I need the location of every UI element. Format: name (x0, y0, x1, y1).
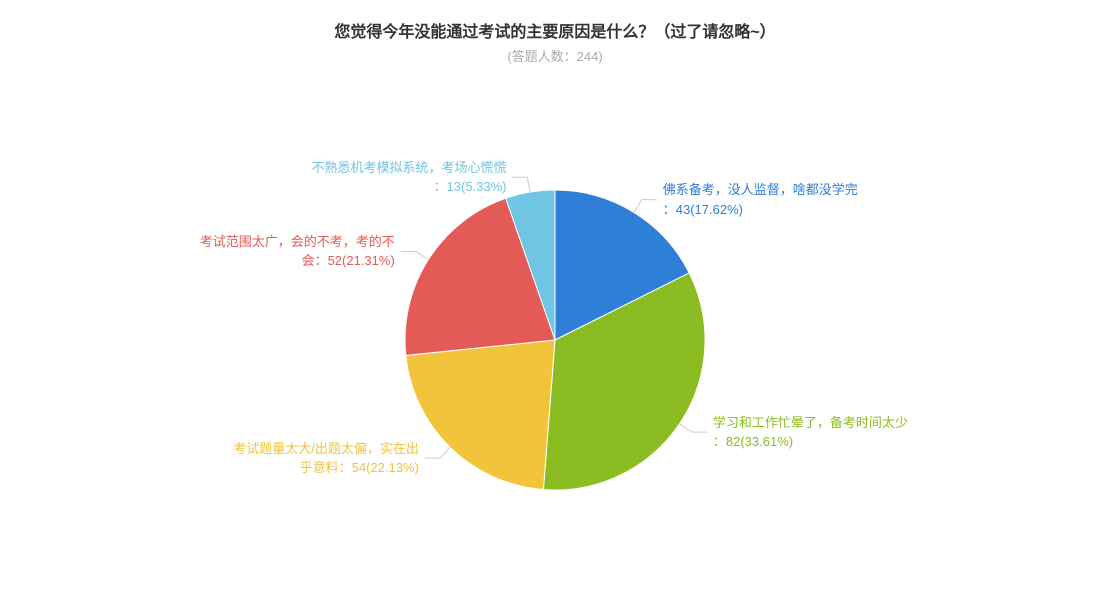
pie-leader-line (679, 424, 706, 432)
pie-slice[interactable] (406, 340, 555, 490)
pie-slice-label-line2: 会：52(21.31%) (200, 251, 395, 271)
chart-subtitle: (答题人数：244) (0, 46, 1110, 65)
pie-leader-line (513, 177, 530, 192)
pie-slice-label-line1: 考试题量太大/出题太偏，实在出 (233, 441, 419, 456)
pie-svg (0, 90, 1110, 590)
chart-title: 您觉得今年没能通过考试的主要原因是什么？（过了请忽略~） (0, 18, 1110, 42)
pie-leader-line (401, 251, 429, 259)
pie-leader-line (634, 200, 657, 213)
pie-slice-label-line1: 不熟悉机考模拟系统，考场心慌慌 (312, 160, 507, 175)
pie-chart: 佛系备考，没人监督，啥都没学完 ：43(17.62%) 学习和工作忙晕了，备考时间太… (0, 90, 1110, 590)
chart-container: 您觉得今年没能通过考试的主要原因是什么？（过了请忽略~） (答题人数：244) … (0, 0, 1110, 600)
pie-leader-line (425, 447, 450, 458)
pie-slice-label: 考试题量太大/出题太偏，实在出乎意料：54(22.13%) (233, 439, 419, 478)
pie-slice-label-line1: 考试范围太广，会的不考，考的不 (200, 234, 395, 249)
pie-slice-label-line2: ：13(5.33%) (312, 177, 507, 197)
pie-slice-label-line2: ：43(17.62%) (663, 200, 858, 220)
pie-slice-label: 不熟悉机考模拟系统，考场心慌慌 ：13(5.33%) (312, 158, 507, 197)
pie-slice-label-line2: ：82(33.61%) (713, 432, 908, 452)
pie-slice-label-line2: 乎意料：54(22.13%) (233, 458, 419, 478)
pie-slice-label: 考试范围太广，会的不考，考的不会：52(21.31%) (200, 232, 395, 271)
pie-slice-label: 佛系备考，没人监督，啥都没学完 ：43(17.62%) (663, 180, 858, 219)
pie-slice-label-line1: 佛系备考，没人监督，啥都没学完 (663, 182, 858, 197)
pie-slice-label: 学习和工作忙晕了，备考时间太少 ：82(33.61%) (713, 413, 908, 452)
pie-slice-label-line1: 学习和工作忙晕了，备考时间太少 (713, 415, 908, 430)
